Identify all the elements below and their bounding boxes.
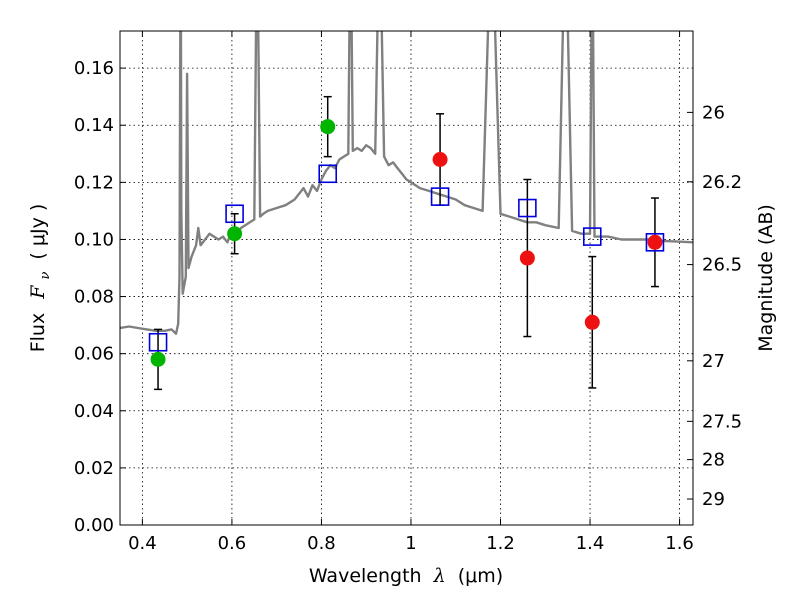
y-tick-label: 0.00 xyxy=(74,515,114,536)
y-tick-label: 0.12 xyxy=(74,172,114,193)
optical-photometry-point xyxy=(150,351,166,367)
synthetic-flux-square xyxy=(430,187,450,206)
synthetic-flux-square xyxy=(645,233,665,252)
y-axis-label-symbol: F xyxy=(27,285,49,300)
optical-photometry-point xyxy=(227,226,243,242)
plot-background xyxy=(120,31,693,525)
synthetic-flux-square xyxy=(318,164,338,184)
x-tick-label: 1.2 xyxy=(486,533,515,554)
nir-photometry-point xyxy=(519,250,535,266)
marker-layer xyxy=(148,119,665,367)
y-tick-label: 0.08 xyxy=(74,287,114,308)
synthetic-flux-square xyxy=(148,332,168,352)
x-tick-label: 1.4 xyxy=(576,533,605,554)
y-tick-label: 0.16 xyxy=(74,58,114,79)
x-axis-label: Wavelength λ (μm) xyxy=(309,565,503,587)
y-tick-label: 0.02 xyxy=(74,458,114,479)
magnitude-tick-label: 26.5 xyxy=(702,255,742,276)
y-tick-label: 0.04 xyxy=(74,401,114,422)
x-axis-label-prefix: Wavelength xyxy=(309,565,422,587)
synthetic-flux-square xyxy=(518,198,537,218)
magnitude-tick-label: 28 xyxy=(702,450,725,471)
magnitude-tick-label: 29 xyxy=(702,489,725,510)
optical-photometry-point xyxy=(320,119,336,135)
plot-frame xyxy=(119,30,694,526)
y2-axis-label: Magnitude (AB) xyxy=(755,204,777,352)
x-tick-label: 1.6 xyxy=(665,533,694,554)
x-axis-label-unit: (μm) xyxy=(458,565,503,587)
model-spectrum-line xyxy=(120,31,693,335)
y-tick-label: 0.14 xyxy=(74,115,114,136)
magnitude-tick-label: 27.5 xyxy=(702,411,742,432)
x-tick-label: 0.8 xyxy=(307,533,336,554)
nir-photometry-point xyxy=(647,234,663,250)
y-axis-label-subscript: ν xyxy=(38,272,53,280)
synthetic-flux-square xyxy=(582,227,602,246)
x-tick-label: 1 xyxy=(405,533,416,554)
magnitude-tick-label: 26.2 xyxy=(702,172,742,193)
x-ticks: 0.4 0.6 0.8 1 1.2 1.4 1.6 xyxy=(128,31,694,554)
y-tick-label: 0.06 xyxy=(74,344,114,365)
grid-lines xyxy=(120,31,693,526)
y-tick-label: 0.10 xyxy=(74,229,114,250)
x-axis-label-symbol: λ xyxy=(433,565,446,587)
synthetic-flux-square xyxy=(225,204,244,224)
magnitude-tick-label: 27 xyxy=(702,351,725,372)
y-axis-label: Flux F ν ( μJy ) xyxy=(27,204,54,353)
y-ticks: 0.00 0.02 0.04 0.06 0.08 0.10 0.12 0.14 0.16 xyxy=(74,58,126,536)
magnitude-ticks: 26 26.2 26.5 27 27.5 28 29 xyxy=(687,102,742,510)
x-tick-label: 0.6 xyxy=(218,533,247,554)
magnitude-tick-label: 26 xyxy=(702,102,725,123)
y-axis-label-prefix: Flux xyxy=(27,313,49,353)
nir-photometry-point xyxy=(432,151,448,167)
x-tick-label: 0.4 xyxy=(128,533,157,554)
nir-photometry-point xyxy=(584,314,600,330)
model-spectrum-layer xyxy=(120,31,693,335)
y-axis-label-unit: ( μJy ) xyxy=(27,204,49,260)
